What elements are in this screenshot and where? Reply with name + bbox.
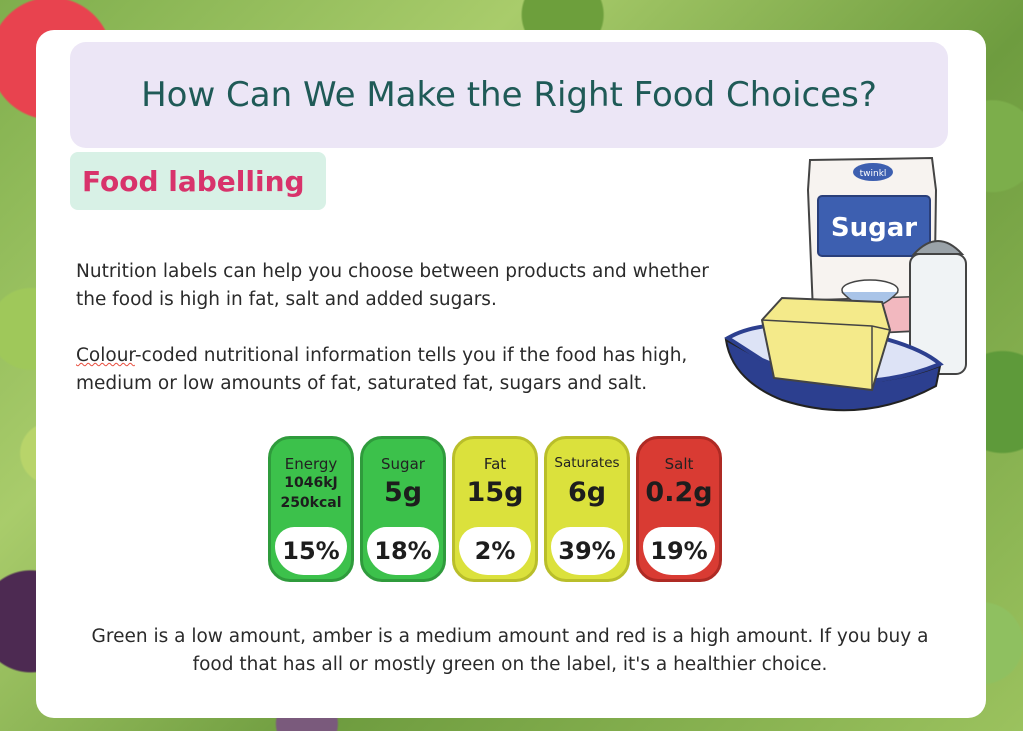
label-fat-amount: 15g xyxy=(466,477,524,508)
label-fat-name: Fat xyxy=(483,455,507,473)
label-energy-name: Energy xyxy=(284,455,338,473)
label-saturates-amount: 6g xyxy=(567,477,607,508)
title-banner: How Can We Make the Right Food Choices? xyxy=(70,42,948,148)
label-sugar-name: Sugar xyxy=(381,455,425,473)
label-sugar-percent: 18% xyxy=(374,537,432,565)
paragraph-nutrition-labels: Nutrition labels can help you choose bet… xyxy=(76,261,709,310)
label-sugar-amount: 5g xyxy=(383,477,423,508)
label-energy-values: 1046kJ 250kcal xyxy=(271,473,351,513)
section-heading-box: Food labelling xyxy=(70,152,326,210)
label-energy-kj: 1046kJ xyxy=(284,475,338,491)
label-energy: Energy 1046kJ 250kcal 15% xyxy=(268,436,354,582)
label-salt-percent-box: 19% xyxy=(643,527,715,575)
sugar-label-box xyxy=(817,195,931,257)
paragraph-colour-coded-rest: -coded nutritional information tells you… xyxy=(76,345,688,394)
label-energy-percent: 15% xyxy=(282,537,340,565)
label-saturates-name: Saturates xyxy=(554,455,620,471)
sugar-text: Sugar xyxy=(831,213,917,243)
section-heading: Food labelling xyxy=(82,164,305,198)
label-saturates: Saturates 6g 39% xyxy=(544,436,630,582)
label-salt-percent: 19% xyxy=(650,537,708,565)
label-energy-percent-box: 15% xyxy=(275,527,347,575)
sugar-butter-salt-illustration: Sugar twinkl xyxy=(724,156,967,412)
label-sugar: Sugar 5g 18% xyxy=(360,436,446,582)
label-salt-name: Salt xyxy=(664,455,694,473)
butter-block xyxy=(760,296,892,392)
label-fat-percent-box: 2% xyxy=(459,527,531,575)
label-salt: Salt 0.2g 19% xyxy=(636,436,722,582)
bottom-explanation: Green is a low amount, amber is a medium… xyxy=(91,626,929,675)
label-salt-amount: 0.2g xyxy=(645,477,713,508)
label-sugar-percent-box: 18% xyxy=(367,527,439,575)
paragraph-colour-coded: Colour-coded nutritional information tel… xyxy=(76,342,746,398)
label-energy-kcal: 250kcal xyxy=(280,495,342,511)
brand-badge xyxy=(853,163,893,181)
traffic-light-labels: Energy 1046kJ 250kcal 15% Sugar 5g 18% F… xyxy=(268,436,726,586)
spellcheck-word: Colour xyxy=(76,345,135,366)
label-fat-percent: 2% xyxy=(474,537,516,565)
brand-text: twinkl xyxy=(860,169,887,179)
page-title: How Can We Make the Right Food Choices? xyxy=(141,75,877,115)
label-saturates-percent: 39% xyxy=(558,537,616,565)
label-saturates-percent-box: 39% xyxy=(551,527,623,575)
label-fat: Fat 15g 2% xyxy=(452,436,538,582)
